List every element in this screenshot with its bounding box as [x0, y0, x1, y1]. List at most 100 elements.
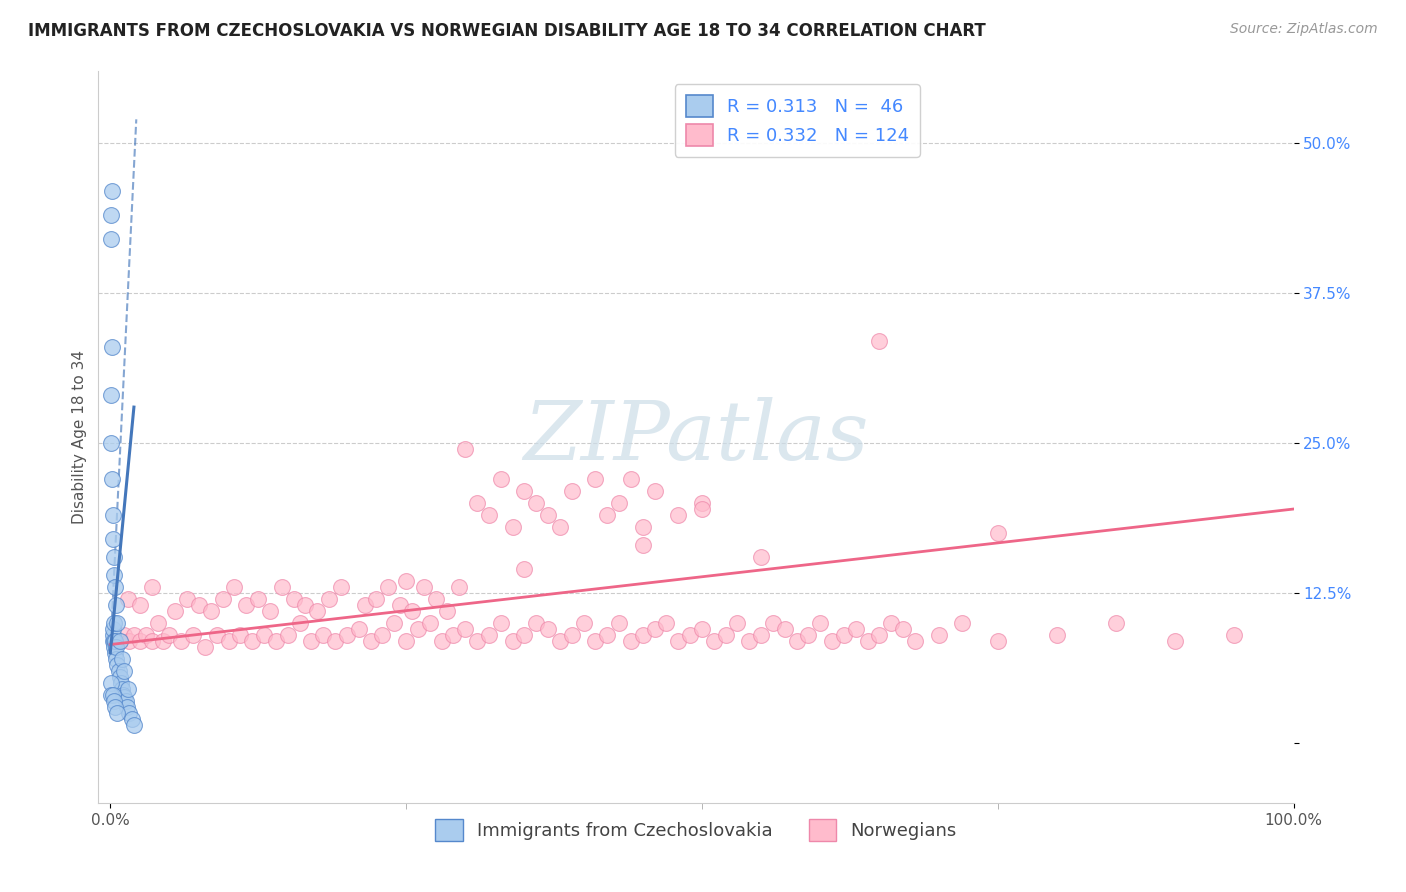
Point	[105, 657, 128, 672]
Point	[235, 598, 257, 612]
Point	[100, 436, 122, 450]
Point	[607, 496, 630, 510]
Point	[111, 681, 134, 696]
Point	[513, 628, 536, 642]
Point	[104, 646, 127, 660]
Point	[103, 694, 125, 708]
Point	[283, 591, 305, 606]
Point	[128, 634, 150, 648]
Point	[868, 628, 890, 642]
Point	[644, 622, 666, 636]
Point	[229, 628, 252, 642]
Point	[395, 574, 418, 588]
Point	[299, 634, 322, 648]
Point	[100, 184, 122, 198]
Point	[655, 615, 678, 630]
Point	[714, 628, 737, 642]
Point	[152, 634, 174, 648]
Point	[454, 442, 477, 456]
Point	[128, 598, 150, 612]
Point	[572, 615, 595, 630]
Point	[502, 520, 524, 534]
Point	[395, 634, 418, 648]
Point	[607, 615, 630, 630]
Point	[406, 622, 429, 636]
Point	[307, 604, 329, 618]
Point	[449, 580, 471, 594]
Point	[118, 634, 141, 648]
Point	[561, 628, 583, 642]
Point	[103, 615, 125, 630]
Point	[548, 520, 571, 534]
Point	[118, 706, 141, 720]
Point	[100, 388, 122, 402]
Point	[868, 334, 890, 348]
Point	[353, 598, 375, 612]
Point	[200, 604, 222, 618]
Point	[194, 640, 217, 654]
Point	[205, 628, 228, 642]
Point	[561, 483, 583, 498]
Point	[821, 634, 844, 648]
Point	[336, 628, 359, 642]
Point	[108, 634, 131, 648]
Point	[548, 634, 571, 648]
Point	[666, 508, 689, 522]
Point	[111, 652, 134, 666]
Point	[690, 622, 713, 636]
Point	[104, 634, 127, 648]
Point	[105, 706, 128, 720]
Point	[114, 694, 136, 708]
Point	[620, 472, 643, 486]
Point	[596, 628, 619, 642]
Point	[631, 538, 654, 552]
Point	[904, 634, 927, 648]
Point	[100, 232, 122, 246]
Point	[105, 640, 128, 654]
Point	[478, 628, 501, 642]
Point	[690, 496, 713, 510]
Point	[832, 628, 855, 642]
Point	[165, 604, 187, 618]
Point	[218, 634, 240, 648]
Point	[382, 615, 405, 630]
Point	[489, 472, 512, 486]
Point	[377, 580, 399, 594]
Point	[176, 591, 198, 606]
Point	[181, 628, 204, 642]
Point	[157, 628, 180, 642]
Point	[987, 526, 1010, 541]
Point	[679, 628, 702, 642]
Point	[103, 532, 125, 546]
Point	[247, 591, 270, 606]
Point	[1223, 628, 1246, 642]
Point	[366, 591, 388, 606]
Point	[465, 634, 488, 648]
Point	[537, 622, 560, 636]
Point	[188, 598, 211, 612]
Point	[100, 208, 122, 222]
Point	[294, 598, 316, 612]
Point	[253, 628, 276, 642]
Text: ZIPatlas: ZIPatlas	[523, 397, 869, 477]
Point	[105, 652, 128, 666]
Point	[108, 634, 131, 648]
Point	[114, 628, 136, 642]
Point	[240, 634, 263, 648]
Point	[845, 622, 868, 636]
Point	[928, 628, 950, 642]
Point	[264, 634, 287, 648]
Point	[101, 508, 124, 522]
Point	[103, 622, 125, 636]
Point	[703, 634, 725, 648]
Point	[950, 615, 973, 630]
Point	[135, 628, 157, 642]
Text: IMMIGRANTS FROM CZECHOSLOVAKIA VS NORWEGIAN DISABILITY AGE 18 TO 34 CORRELATION : IMMIGRANTS FROM CZECHOSLOVAKIA VS NORWEG…	[28, 22, 986, 40]
Point	[104, 699, 127, 714]
Point	[146, 615, 169, 630]
Point	[110, 676, 132, 690]
Point	[465, 496, 488, 510]
Point	[101, 340, 124, 354]
Point	[797, 628, 820, 642]
Point	[644, 483, 666, 498]
